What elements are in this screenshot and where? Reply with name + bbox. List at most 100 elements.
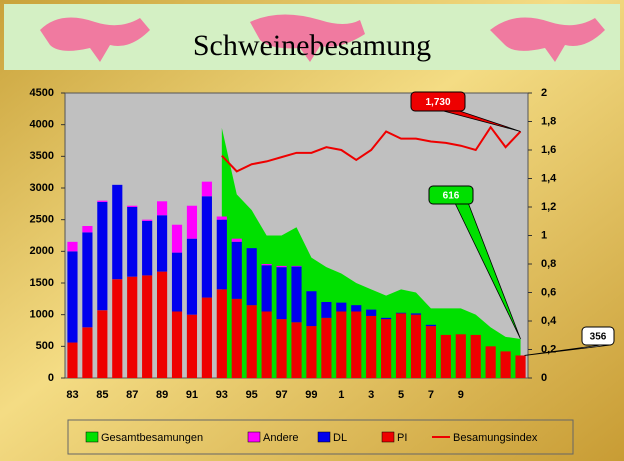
bar-segment <box>425 326 436 378</box>
bar-segment <box>171 252 183 312</box>
y-tick-label: 500 <box>36 340 54 352</box>
bar-segment <box>142 220 153 276</box>
bar-segment <box>157 271 168 378</box>
y2-tick-label: 1,6 <box>541 144 556 156</box>
legend-marker <box>247 431 261 443</box>
bar-segment <box>142 219 153 221</box>
legend-box <box>67 419 574 455</box>
bar-segment <box>231 298 242 378</box>
bar-segment <box>157 201 168 216</box>
y2-tick-label: 1,8 <box>541 115 556 127</box>
x-tick-label: 91 <box>186 389 198 401</box>
bar-segment <box>186 238 198 315</box>
bar-segment <box>261 265 272 312</box>
y2-tick-label: 1 <box>541 229 547 241</box>
bar-segment <box>157 215 168 272</box>
bar-segment <box>186 205 198 239</box>
bar-segment <box>410 313 422 315</box>
legend-label: PI <box>397 432 407 444</box>
bar-segment <box>500 351 511 378</box>
bar-segment <box>231 241 242 299</box>
y2-tick-label: 1,2 <box>541 201 556 213</box>
bar-segment <box>127 205 138 207</box>
legend-marker <box>317 431 331 443</box>
bar-segment <box>291 266 302 323</box>
bar-segment <box>171 311 183 378</box>
x-tick-label: 93 <box>216 389 228 401</box>
bar-segment <box>306 291 317 327</box>
x-tick-label: 83 <box>66 389 78 401</box>
bar-segment <box>67 241 78 252</box>
y-tick-label: 4500 <box>30 87 54 99</box>
y-tick-label: 2500 <box>30 214 54 226</box>
bar-segment <box>425 324 436 327</box>
bar-segment <box>127 207 138 277</box>
x-tick-label: 95 <box>246 389 258 401</box>
bar-segment <box>485 346 496 378</box>
x-tick-label: 9 <box>458 389 464 401</box>
bar-segment <box>231 238 242 242</box>
bar-segment <box>351 311 362 378</box>
line <box>221 125 522 173</box>
legend-label: DL <box>333 432 347 444</box>
callout-box <box>428 185 474 205</box>
bar-segment <box>276 319 287 378</box>
bar-segment <box>246 248 257 306</box>
x-tick-label: 97 <box>275 389 287 401</box>
bar-segment <box>276 265 287 268</box>
bar-segment <box>201 181 212 197</box>
bar-segment <box>67 342 78 378</box>
bar-segment <box>395 313 407 378</box>
bar-segment <box>186 314 198 378</box>
y2-tick-label: 1,4 <box>541 172 557 184</box>
bar-segment <box>97 310 108 378</box>
bar-segment <box>291 265 302 267</box>
bar-segment <box>366 315 377 378</box>
bar-segment <box>261 264 272 266</box>
y2-tick-label: 0,6 <box>541 286 556 298</box>
bar-segment <box>366 309 377 316</box>
y-tick-label: 1000 <box>30 309 54 321</box>
bar-segment <box>381 317 392 320</box>
y2-tick-label: 0,4 <box>541 315 557 327</box>
bar-segment <box>201 297 212 378</box>
bar-segment <box>97 200 108 202</box>
legend: Gesamtbesamungen Andere DL PI Besamungsindex <box>85 431 538 444</box>
y2-tick-label: 0 <box>541 372 547 384</box>
bar-segment <box>216 219 227 290</box>
bar-segment <box>82 327 93 378</box>
annotation: 356 <box>590 332 607 343</box>
bar-segment <box>142 275 153 378</box>
bar-segment <box>201 196 212 298</box>
y-tick-label: 2000 <box>30 245 54 257</box>
bar-segment <box>246 305 257 378</box>
chart-title: Schweinebesamung <box>193 29 431 62</box>
y-tick-label: 0 <box>48 372 54 384</box>
bar-segment <box>261 311 272 378</box>
legend-marker <box>85 431 99 443</box>
bar-segment <box>455 334 466 378</box>
bar-segment <box>82 232 93 328</box>
bar-segment <box>395 312 407 314</box>
bar-segment <box>381 319 392 378</box>
y-tick-label: 1500 <box>30 277 54 289</box>
x-tick-label: 7 <box>428 389 434 401</box>
annotation: 1,730 <box>425 97 450 108</box>
legend-label: Andere <box>263 432 298 444</box>
bar-segment <box>67 251 78 343</box>
x-tick-label: 87 <box>126 389 138 401</box>
legend-marker <box>381 431 395 443</box>
x-tick-label: 5 <box>398 389 404 401</box>
bar-segment <box>515 355 526 378</box>
y-tick-label: 3000 <box>30 182 54 194</box>
bar-segment <box>97 201 108 311</box>
legend-label: Gesamtbesamungen <box>101 432 203 444</box>
y2-tick-label: 2 <box>541 87 547 99</box>
bar-segment <box>216 216 227 220</box>
x-tick-label: 3 <box>368 389 374 401</box>
bar-segment <box>336 311 347 378</box>
annotation: 616 <box>443 191 460 202</box>
y-tick-label: 3500 <box>30 150 54 162</box>
bar-segment <box>440 334 451 378</box>
